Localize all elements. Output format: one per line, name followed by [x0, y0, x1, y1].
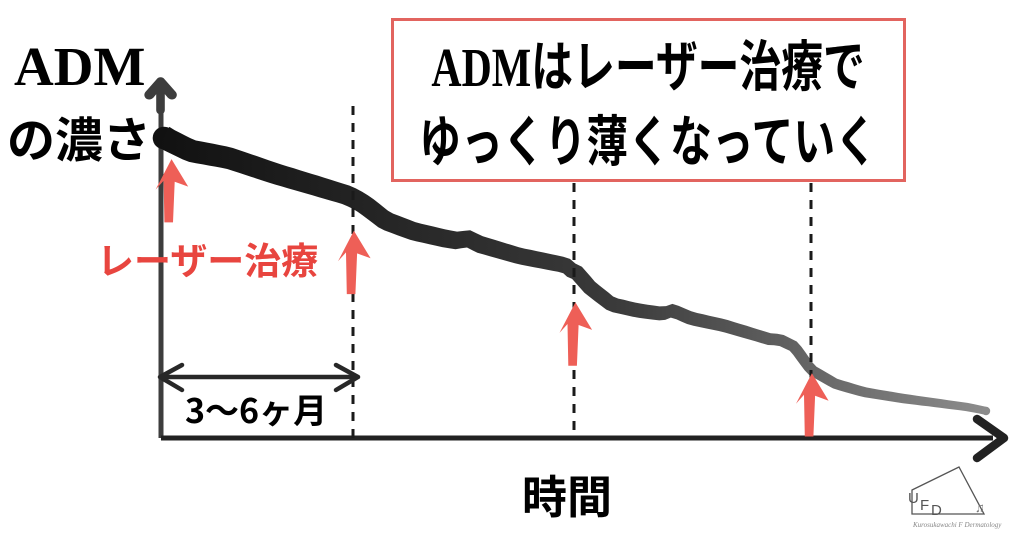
svg-text:U: U: [908, 490, 919, 507]
svg-text:♫: ♫: [975, 500, 985, 515]
svg-text:D: D: [931, 502, 942, 519]
svg-text:Kurosukawachi F Dermatology: Kurosukawachi F Dermatology: [912, 521, 1002, 529]
svg-text:F: F: [920, 497, 929, 514]
